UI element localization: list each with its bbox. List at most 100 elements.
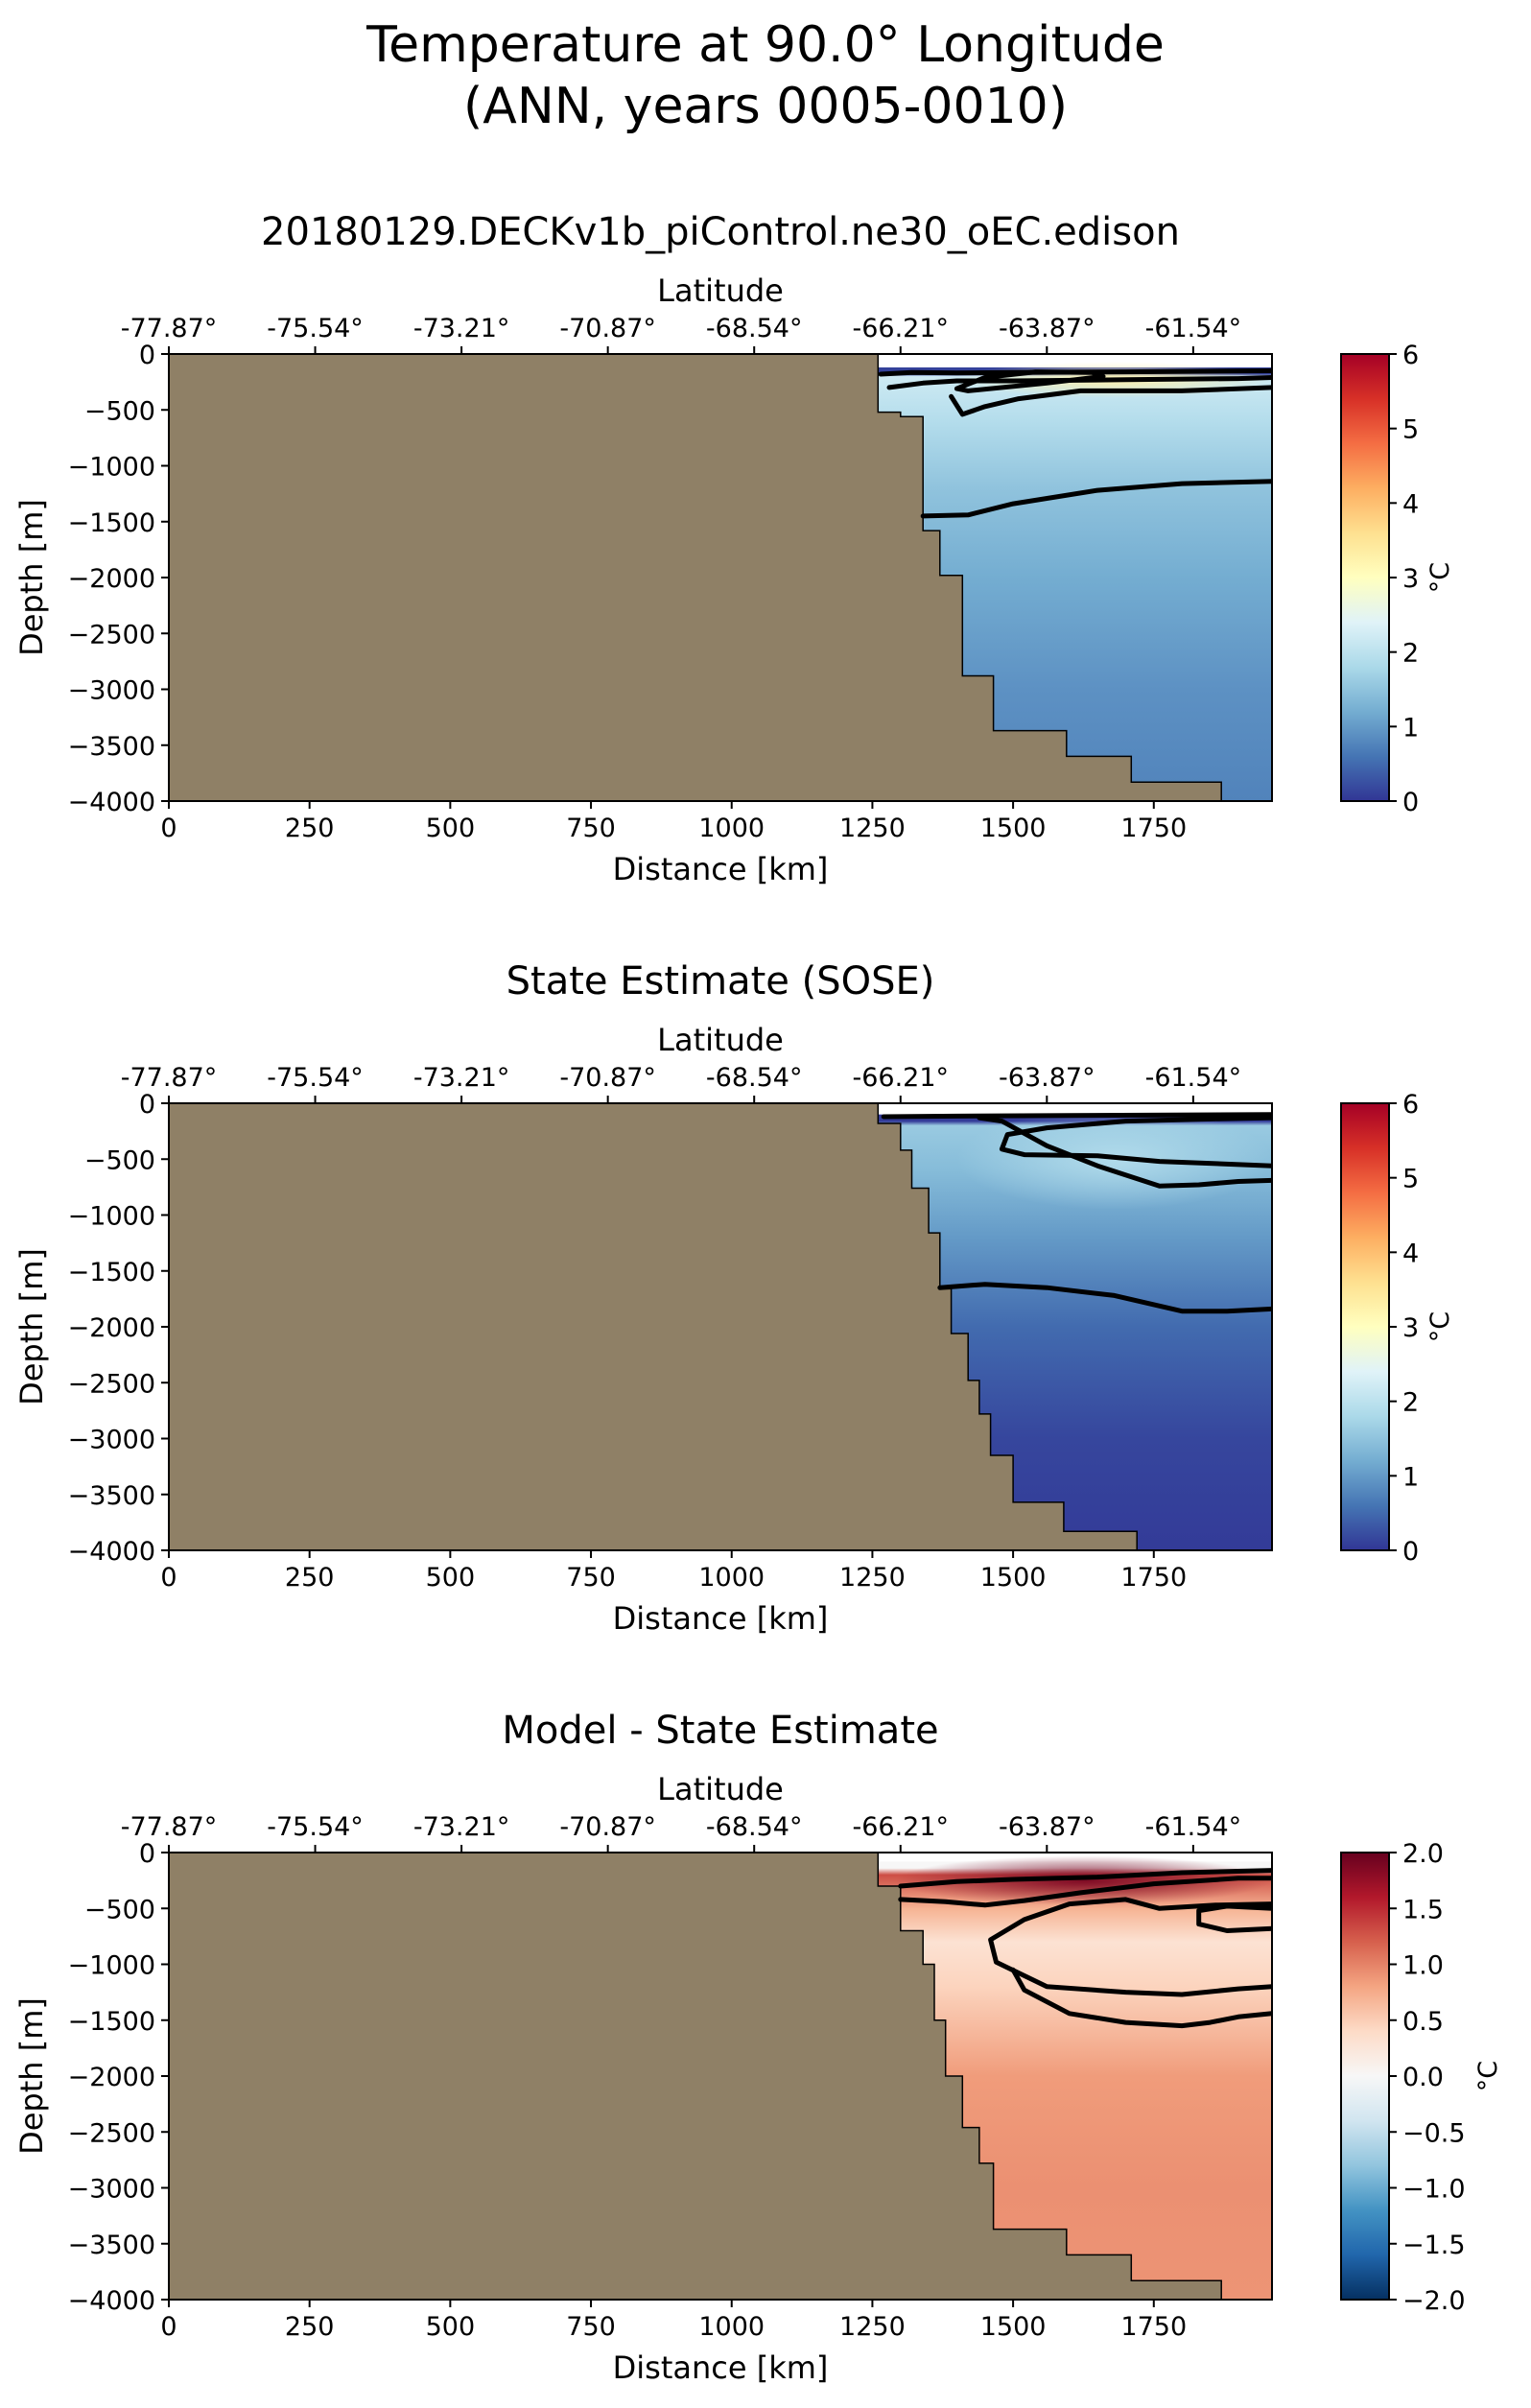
y-tick-label: −3000: [68, 676, 155, 706]
lat-tick-label: -66.21°: [852, 1812, 949, 1842]
y-tick-label: −3500: [68, 2231, 155, 2260]
land-mask: [169, 354, 1222, 801]
y-tick-label: −4000: [68, 2286, 155, 2316]
lat-tick-label: -66.21°: [852, 1063, 949, 1093]
lat-tick-label: -70.87°: [559, 1812, 656, 1842]
x-tick-label: 250: [285, 1563, 335, 1593]
colorbar-label: °C: [1425, 1311, 1455, 1342]
colorbar-tick-label: 6: [1402, 1090, 1419, 1120]
contour-line: [937, 1282, 1272, 1314]
y-tick-label: −2500: [68, 2118, 155, 2148]
x-tick-label: 1000: [698, 2312, 765, 2342]
colorbar-tick-label: 4: [1402, 1239, 1419, 1268]
lat-tick-label: -75.54°: [267, 1063, 364, 1093]
contour-line: [878, 368, 1272, 377]
y-tick-label: −1500: [68, 2007, 155, 2037]
colorbar-tick-label: 5: [1402, 1165, 1419, 1194]
contour-line: [898, 1876, 1272, 1908]
y-tick-label: 0: [139, 341, 155, 370]
x-axis-label: Distance [km]: [613, 851, 829, 887]
colorbar-tick-label: 3: [1402, 564, 1419, 594]
contour-line: [954, 369, 1106, 393]
colorbar-tick-label: 1.5: [1402, 1895, 1444, 1924]
x-tick-label: 1750: [1120, 814, 1187, 843]
x-tick-label: 750: [566, 2312, 616, 2342]
y-axis-label: Depth [m]: [13, 499, 50, 656]
colorbar-tick-label: 2.0: [1402, 1839, 1444, 1869]
lat-tick-label: -75.54°: [267, 314, 364, 343]
contour-line: [988, 1897, 1272, 1997]
figure-title-line2: (ANN, years 0005-0010): [463, 78, 1068, 135]
lat-tick-label: -61.54°: [1145, 1063, 1242, 1093]
warm-core: [894, 1855, 1272, 1905]
lat-tick-label: -68.54°: [706, 314, 803, 343]
y-tick-label: −2500: [68, 620, 155, 649]
panel-3: Model - State Estimate Latitude 0 250 500 750…: [13, 1709, 1503, 2386]
lat-tick-label: -66.21°: [852, 314, 949, 343]
colorbar-tick-label: 0: [1402, 788, 1419, 817]
lat-tick-label: -63.87°: [999, 1812, 1095, 1842]
contour-line: [977, 1115, 1272, 1189]
y-tick-label: −3500: [68, 1481, 155, 1511]
y-tick-label: −1000: [68, 1951, 155, 1981]
y-tick-label: 0: [139, 1839, 155, 1869]
panel-1: 20180129.DECKv1b_piControl.ne30_oEC.edis…: [13, 210, 1455, 887]
colorbar-tick-label: 5: [1402, 415, 1419, 445]
lat-tick-label: -75.54°: [267, 1812, 364, 1842]
colorbar-tick-label: −0.5: [1402, 2118, 1466, 2148]
colorbar-tick-label: 2: [1402, 639, 1419, 669]
panel-title: State Estimate (SOSE): [506, 959, 935, 1003]
y-tick-label: −4000: [68, 1537, 155, 1567]
y-tick-label: −1000: [68, 1202, 155, 1232]
y-tick-label: −2000: [68, 2063, 155, 2092]
colorbar-tick-label: 0: [1402, 1537, 1419, 1567]
panel-title: Model - State Estimate: [502, 1709, 938, 1753]
x-tick-label: 500: [426, 814, 476, 843]
x-tick-label: 1750: [1120, 2312, 1187, 2342]
x-tick-label: 750: [566, 1563, 616, 1593]
y-tick-label: −2000: [68, 1313, 155, 1343]
contour-line: [920, 479, 1272, 519]
panel-title: 20180129.DECKv1b_piControl.ne30_oEC.edis…: [261, 210, 1180, 254]
colorbar: [1340, 1852, 1390, 2301]
y-tick-label: 0: [139, 1090, 155, 1120]
colorbar-label: °C: [1473, 2061, 1503, 2091]
colorbar-tick-label: 0.0: [1402, 2063, 1444, 2092]
y-tick-label: −500: [84, 1895, 155, 1924]
colorbar-tick-label: 1: [1402, 1462, 1419, 1492]
x-tick-label: 1250: [839, 814, 906, 843]
lat-tick-label: -63.87°: [999, 1063, 1095, 1093]
x-tick-label: 500: [426, 2312, 476, 2342]
contour-line: [1010, 1967, 1272, 2029]
figure-title-line1: Temperature at 90.0° Longitude: [365, 16, 1165, 74]
y-axis-label: Depth [m]: [13, 1248, 50, 1405]
lat-tick-label: -68.54°: [706, 1812, 803, 1842]
lat-tick-label: -77.87°: [121, 1063, 218, 1093]
y-tick-label: −500: [84, 1145, 155, 1175]
plot-area: [169, 1103, 1272, 1550]
colorbar-tick-label: −1.0: [1402, 2175, 1466, 2205]
x-tick-label: 250: [285, 814, 335, 843]
y-tick-label: −3500: [68, 732, 155, 762]
lat-tick-label: -73.21°: [413, 1063, 510, 1093]
x-tick-label: 1250: [839, 1563, 906, 1593]
colorbar-tick-label: −1.5: [1402, 2231, 1466, 2260]
y-tick-label: −3000: [68, 2175, 155, 2205]
x-tick-label: 500: [426, 1563, 476, 1593]
contour-line: [999, 1115, 1272, 1169]
colorbar-tick-label: 6: [1402, 341, 1419, 370]
lat-tick-label: -77.87°: [121, 314, 218, 343]
colorbar-tick-label: 0.5: [1402, 2007, 1444, 2037]
top-axis-label: Latitude: [657, 272, 784, 309]
lat-tick-label: -70.87°: [559, 1063, 656, 1093]
contour-line: [1196, 1903, 1272, 1933]
contour-line: [898, 1868, 1272, 1889]
contour-line: [881, 1112, 1272, 1120]
y-tick-label: −1500: [68, 508, 155, 538]
contour-line: [949, 385, 1272, 417]
lat-tick-label: -70.87°: [559, 314, 656, 343]
x-tick-label: 1500: [980, 1563, 1047, 1593]
plot-area: [169, 354, 1272, 801]
